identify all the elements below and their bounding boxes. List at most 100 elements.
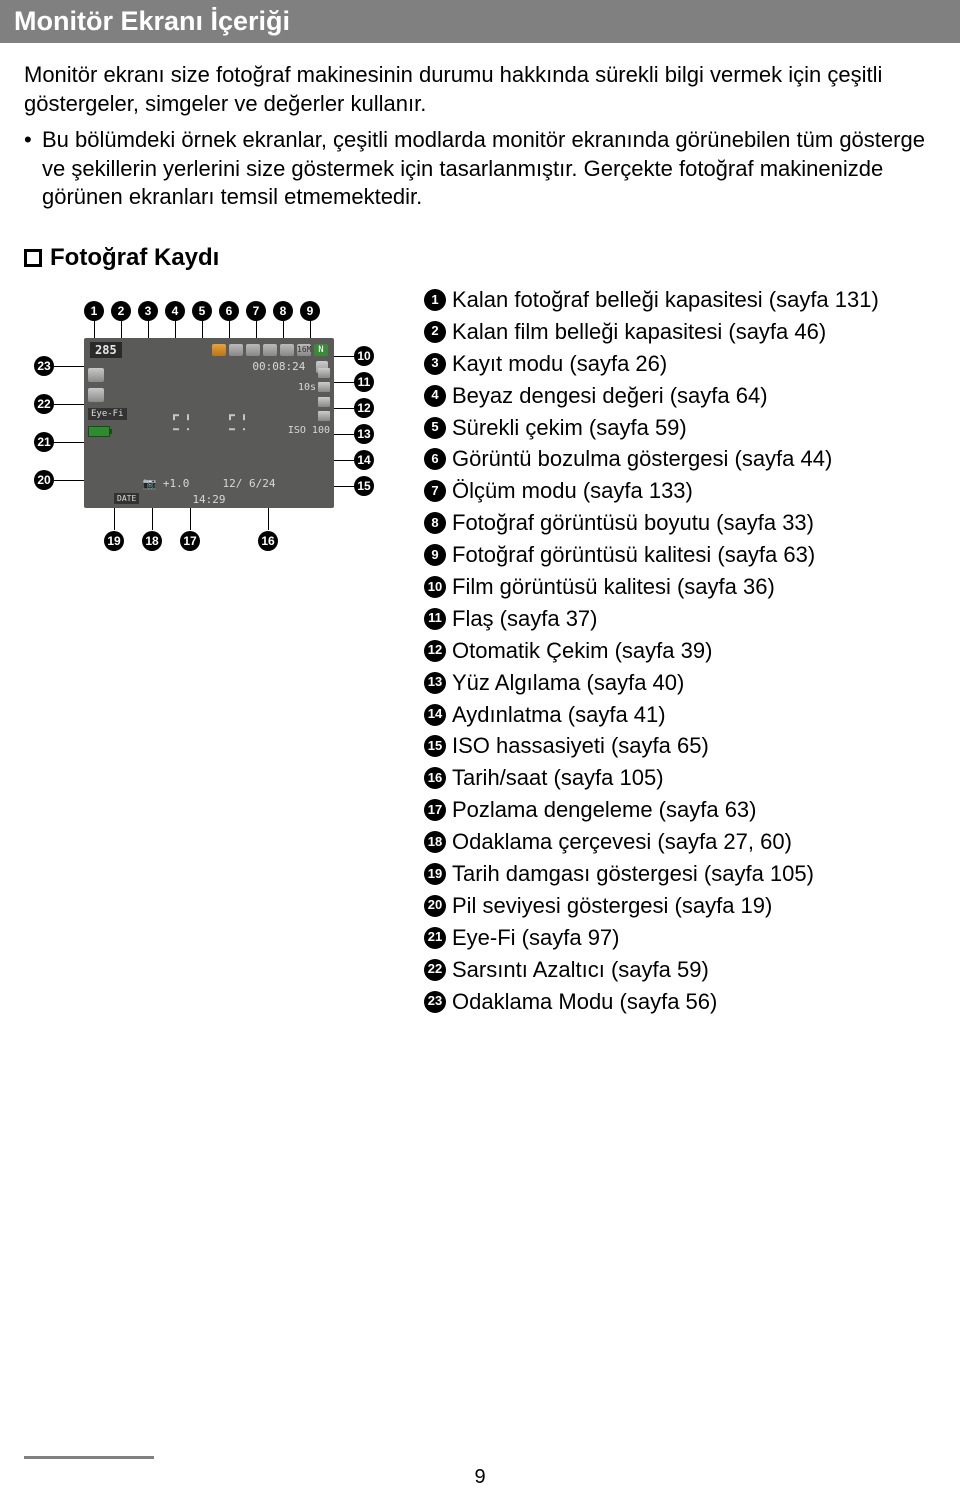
eyefi-icon: Eye-Fi xyxy=(88,408,127,420)
lcd-time: 14:29 xyxy=(192,493,225,506)
focus-frame-left xyxy=(173,414,189,430)
lighting-icon xyxy=(318,411,330,421)
callout-6: 6 xyxy=(219,301,239,321)
legend-list: 1Kalan fotoğraf belleği kapasitesi (sayf… xyxy=(424,284,936,1017)
legend-text-9: Fotoğraf görüntüsü kalitesi (sayfa 63) xyxy=(452,539,815,571)
drive-icon xyxy=(246,344,260,356)
legend-number-1: 1 xyxy=(424,289,446,311)
legend-text-22: Sarsıntı Azaltıcı (sayfa 59) xyxy=(452,954,709,986)
legend-row: 21Eye-Fi (sayfa 97) xyxy=(424,922,936,954)
legend-text-15: ISO hassasiyeti (sayfa 65) xyxy=(452,730,709,762)
legend-text-4: Beyaz dengesi değeri (sayfa 64) xyxy=(452,380,768,412)
legend-row: 20 Pil seviyesi göstergesi (sayfa 19) xyxy=(424,890,936,922)
callout-10: 10 xyxy=(354,346,374,366)
callout-3: 3 xyxy=(138,301,158,321)
square-icon xyxy=(24,249,42,267)
callout-19: 19 xyxy=(104,531,124,551)
legend-text-6: Görüntü bozulma göstergesi (sayfa 44) xyxy=(452,443,832,475)
legend-row: 4 Beyaz dengesi değeri (sayfa 64) xyxy=(424,380,936,412)
legend-row: 3 Kayıt modu (sayfa 26) xyxy=(424,348,936,380)
legend-row: 22 Sarsıntı Azaltıcı (sayfa 59) xyxy=(424,954,936,986)
bullet-dot: • xyxy=(24,126,42,220)
legend-row: 11 Flaş (sayfa 37) xyxy=(424,603,936,635)
legend-row: 12 Otomatik Çekim (sayfa 39) xyxy=(424,635,936,667)
legend-row: 23 Odaklama Modu (sayfa 56) xyxy=(424,986,936,1018)
legend-number-5: 5 xyxy=(424,417,446,439)
section-header: Monitör Ekranı İçeriği xyxy=(0,0,960,43)
legend-number-11: 11 xyxy=(424,608,446,630)
legend-number-3: 3 xyxy=(424,353,446,375)
legend-text-3: Kayıt modu (sayfa 26) xyxy=(452,348,667,380)
legend-text-5: Sürekli çekim (sayfa 59) xyxy=(452,412,687,444)
callout-14: 14 xyxy=(354,450,374,470)
callout-18: 18 xyxy=(142,531,162,551)
callout-12: 12 xyxy=(354,398,374,418)
legend-number-19: 19 xyxy=(424,863,446,885)
legend-number-22: 22 xyxy=(424,959,446,981)
callout-1: 1 xyxy=(84,301,104,321)
legend-text-11: Flaş (sayfa 37) xyxy=(452,603,598,635)
legend-text-17: Pozlama dengeleme (sayfa 63) xyxy=(452,794,757,826)
focus-frame-right xyxy=(229,414,245,430)
legend-row: 10 Film görüntüsü kalitesi (sayfa 36) xyxy=(424,571,936,603)
legend-text-10: Film görüntüsü kalitesi (sayfa 36) xyxy=(452,571,775,603)
legend-text-14: Aydınlatma (sayfa 41) xyxy=(452,699,666,731)
legend-row: 2Kalan film belleği kapasitesi (sayfa 46… xyxy=(424,316,936,348)
flash-icon xyxy=(318,368,330,378)
callout-22: 22 xyxy=(34,394,54,414)
legend-number-15: 15 xyxy=(424,735,446,757)
intro-bullet-text: Bu bölümdeki örnek ekranlar, çeşitli mod… xyxy=(42,126,936,212)
legend-number-18: 18 xyxy=(424,831,446,853)
legend-row: 16 Tarih/saat (sayfa 105) xyxy=(424,762,936,794)
callout-9: 9 xyxy=(300,301,320,321)
legend-row: 8Fotoğraf görüntüsü boyutu (sayfa 33) xyxy=(424,507,936,539)
legend-number-12: 12 xyxy=(424,640,446,662)
wb-icon xyxy=(229,344,243,356)
callout-16: 16 xyxy=(258,531,278,551)
lcd-figure: 1 2 3 4 5 6 7 8 9 xyxy=(24,284,404,1017)
lcd-iso: ISO 100 xyxy=(288,425,330,436)
legend-number-10: 10 xyxy=(424,576,446,598)
legend-number-21: 21 xyxy=(424,927,446,949)
battery-icon xyxy=(88,426,110,437)
legend-number-20: 20 xyxy=(424,895,446,917)
facedetect-icon xyxy=(318,397,330,407)
callout-8: 8 xyxy=(273,301,293,321)
legend-text-16: Tarih/saat (sayfa 105) xyxy=(452,762,664,794)
legend-row: 14Aydınlatma (sayfa 41) xyxy=(424,699,936,731)
subheading: Fotoğraf Kaydı xyxy=(50,244,219,272)
afmode-icon xyxy=(88,368,104,382)
callout-15: 15 xyxy=(354,476,374,496)
legend-row: 1Kalan fotoğraf belleği kapasitesi (sayf… xyxy=(424,284,936,316)
legend-row: 7Ölçüm modu (sayfa 133) xyxy=(424,475,936,507)
legend-number-6: 6 xyxy=(424,448,446,470)
legend-number-23: 23 xyxy=(424,991,446,1013)
legend-row: 18Odaklama çerçevesi (sayfa 27, 60) xyxy=(424,826,936,858)
callout-11: 11 xyxy=(354,372,374,392)
lcd-shot-count: 285 xyxy=(90,342,122,358)
callout-4: 4 xyxy=(165,301,185,321)
callout-21: 21 xyxy=(34,432,54,452)
legend-number-2: 2 xyxy=(424,321,446,343)
lcd-selftimer: 10s xyxy=(298,382,316,393)
antishake-icon xyxy=(88,388,104,402)
legend-row: 17Pozlama dengeleme (sayfa 63) xyxy=(424,794,936,826)
mode-icon xyxy=(212,344,226,356)
selftimer-icon xyxy=(318,382,330,392)
legend-number-8: 8 xyxy=(424,512,446,534)
callout-7: 7 xyxy=(246,301,266,321)
legend-number-4: 4 xyxy=(424,385,446,407)
callout-13: 13 xyxy=(354,424,374,444)
legend-text-20: Pil seviyesi göstergesi (sayfa 19) xyxy=(452,890,772,922)
size-icon: 16M xyxy=(297,344,311,356)
legend-text-19: Tarih damgası göstergesi (sayfa 105) xyxy=(452,858,814,890)
lcd-date: 12/ 6/24 xyxy=(222,477,275,490)
legend-text-12: Otomatik Çekim (sayfa 39) xyxy=(452,635,712,667)
quality-icon: N xyxy=(314,344,328,356)
legend-number-13: 13 xyxy=(424,672,446,694)
legend-number-16: 16 xyxy=(424,767,446,789)
callout-17: 17 xyxy=(180,531,200,551)
legend-row: 9Fotoğraf görüntüsü kalitesi (sayfa 63) xyxy=(424,539,936,571)
legend-text-23: Odaklama Modu (sayfa 56) xyxy=(452,986,717,1018)
distortion-icon xyxy=(263,344,277,356)
